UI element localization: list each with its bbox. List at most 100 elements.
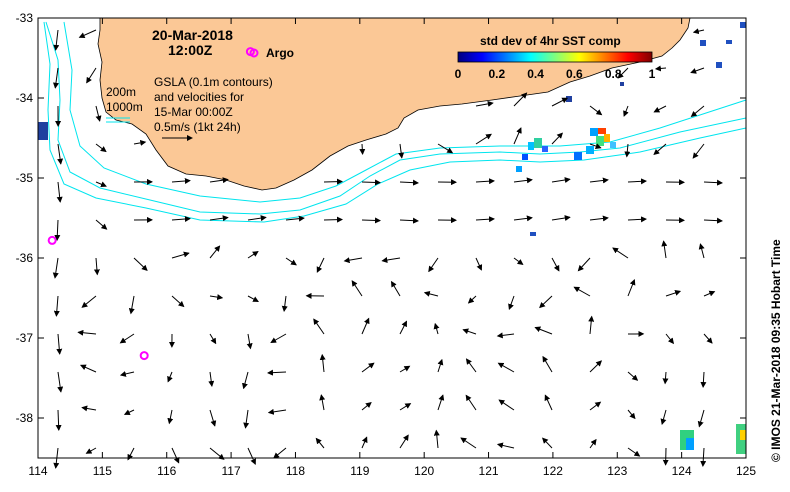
depth-1000m-label: 1000m xyxy=(106,100,143,114)
velocity-vector xyxy=(171,177,191,184)
x-tick-label: 118 xyxy=(286,464,305,478)
gsla-line2: and velocities for xyxy=(154,90,244,104)
velocity-vector xyxy=(79,364,97,373)
velocity-vector xyxy=(573,286,591,297)
velocity-vector xyxy=(381,257,401,263)
velocity-vector xyxy=(627,409,636,420)
velocity-vector xyxy=(665,290,682,297)
velocity-vector xyxy=(56,181,63,203)
velocity-vector xyxy=(281,295,288,312)
velocity-vector xyxy=(697,409,705,428)
velocity-vector xyxy=(123,409,135,415)
gsla-line3: 15-Mar 00:00Z xyxy=(154,105,233,119)
velocity-vector xyxy=(323,178,343,185)
velocity-vector xyxy=(653,105,667,113)
velocity-vector xyxy=(542,355,553,373)
velocity-vector xyxy=(267,369,287,376)
velocity-vector xyxy=(171,251,190,259)
velocity-vector xyxy=(551,257,560,272)
velocity-vector xyxy=(589,177,609,184)
velocity-vector xyxy=(209,294,224,301)
velocity-vector xyxy=(81,405,97,412)
velocity-vectors xyxy=(52,28,723,469)
velocity-vector xyxy=(361,179,381,186)
depth-200m-label: 200m xyxy=(106,85,136,99)
velocity-vector xyxy=(475,100,494,107)
velocity-vector xyxy=(475,257,483,271)
velocity-vector xyxy=(612,247,629,259)
velocity-vector xyxy=(77,329,97,336)
velocity-vector xyxy=(551,177,571,184)
velocity-vector xyxy=(653,143,667,156)
velocity-vector xyxy=(513,215,533,222)
velocity-vector xyxy=(119,333,135,344)
colorbar-tick-label: 0.8 xyxy=(605,67,622,81)
y-tick-label: -33 xyxy=(16,11,34,25)
velocity-vector xyxy=(475,216,495,223)
velocity-vector xyxy=(133,257,148,271)
velocity-vector xyxy=(361,401,372,411)
velocity-vector xyxy=(661,240,668,259)
y-axis: -33 -34 -35 -36 -37 -38 xyxy=(16,11,746,425)
y-tick-label: -37 xyxy=(16,331,34,345)
velocity-vector xyxy=(617,67,629,79)
velocity-vector xyxy=(513,257,524,265)
colorbar-tick-label: 0.4 xyxy=(527,67,544,81)
velocity-vector xyxy=(86,67,97,84)
velocity-vector xyxy=(315,437,325,449)
argo-legend-label: Argo xyxy=(266,46,294,60)
x-tick-label: 115 xyxy=(93,464,112,478)
velocity-vector xyxy=(361,362,375,373)
scale-label: 0.5m/s (1kt 24h) xyxy=(154,120,241,134)
x-tick-label: 114 xyxy=(28,464,47,478)
velocity-vector xyxy=(171,447,180,464)
velocity-vector xyxy=(475,133,492,145)
velocity-vector xyxy=(133,139,147,146)
velocity-vector xyxy=(551,97,569,107)
velocity-vector xyxy=(95,181,107,188)
velocity-vector xyxy=(56,333,63,355)
velocity-vector xyxy=(351,280,363,297)
x-tick-label: 124 xyxy=(672,464,692,478)
velocity-vector xyxy=(423,290,439,297)
velocity-vector xyxy=(55,409,62,431)
velocity-vector xyxy=(242,371,249,390)
velocity-vector xyxy=(78,29,97,39)
velocity-vector xyxy=(209,215,229,222)
velocity-vector xyxy=(209,333,217,345)
velocity-vector xyxy=(81,295,97,308)
velocity-vector xyxy=(542,437,553,449)
x-tick-label: 122 xyxy=(543,464,563,478)
velocity-vector xyxy=(171,215,191,222)
velocity-vector xyxy=(589,360,603,373)
velocity-vector xyxy=(428,257,439,273)
velocity-vector xyxy=(390,280,401,297)
velocity-vector xyxy=(93,257,100,276)
velocity-vector xyxy=(399,217,419,224)
velocity-vector xyxy=(399,320,407,335)
velocity-vector xyxy=(690,67,705,74)
velocity-vector xyxy=(361,217,381,224)
velocity-vector xyxy=(399,403,412,411)
velocity-vector xyxy=(496,332,515,339)
velocity-vector xyxy=(53,295,60,317)
x-tick-label: 116 xyxy=(157,464,176,478)
velocity-vector xyxy=(496,442,515,449)
velocity-vector xyxy=(623,105,629,117)
velocity-vector xyxy=(243,409,250,429)
velocity-vector xyxy=(497,362,515,373)
velocity-vector xyxy=(539,295,553,309)
velocity-vector xyxy=(627,178,647,185)
sst-patches xyxy=(38,22,746,454)
velocity-vector xyxy=(343,257,363,264)
y-tick-label: -34 xyxy=(16,91,34,105)
argo-float-marker xyxy=(47,235,57,245)
velocity-vector xyxy=(703,290,716,297)
velocity-vector xyxy=(398,143,405,159)
velocity-vector xyxy=(588,315,595,335)
x-tick-label: 117 xyxy=(222,464,241,478)
colorbar-tick-label: 1 xyxy=(649,67,656,81)
velocity-vector xyxy=(498,399,515,411)
x-tick-label: 125 xyxy=(736,464,756,478)
